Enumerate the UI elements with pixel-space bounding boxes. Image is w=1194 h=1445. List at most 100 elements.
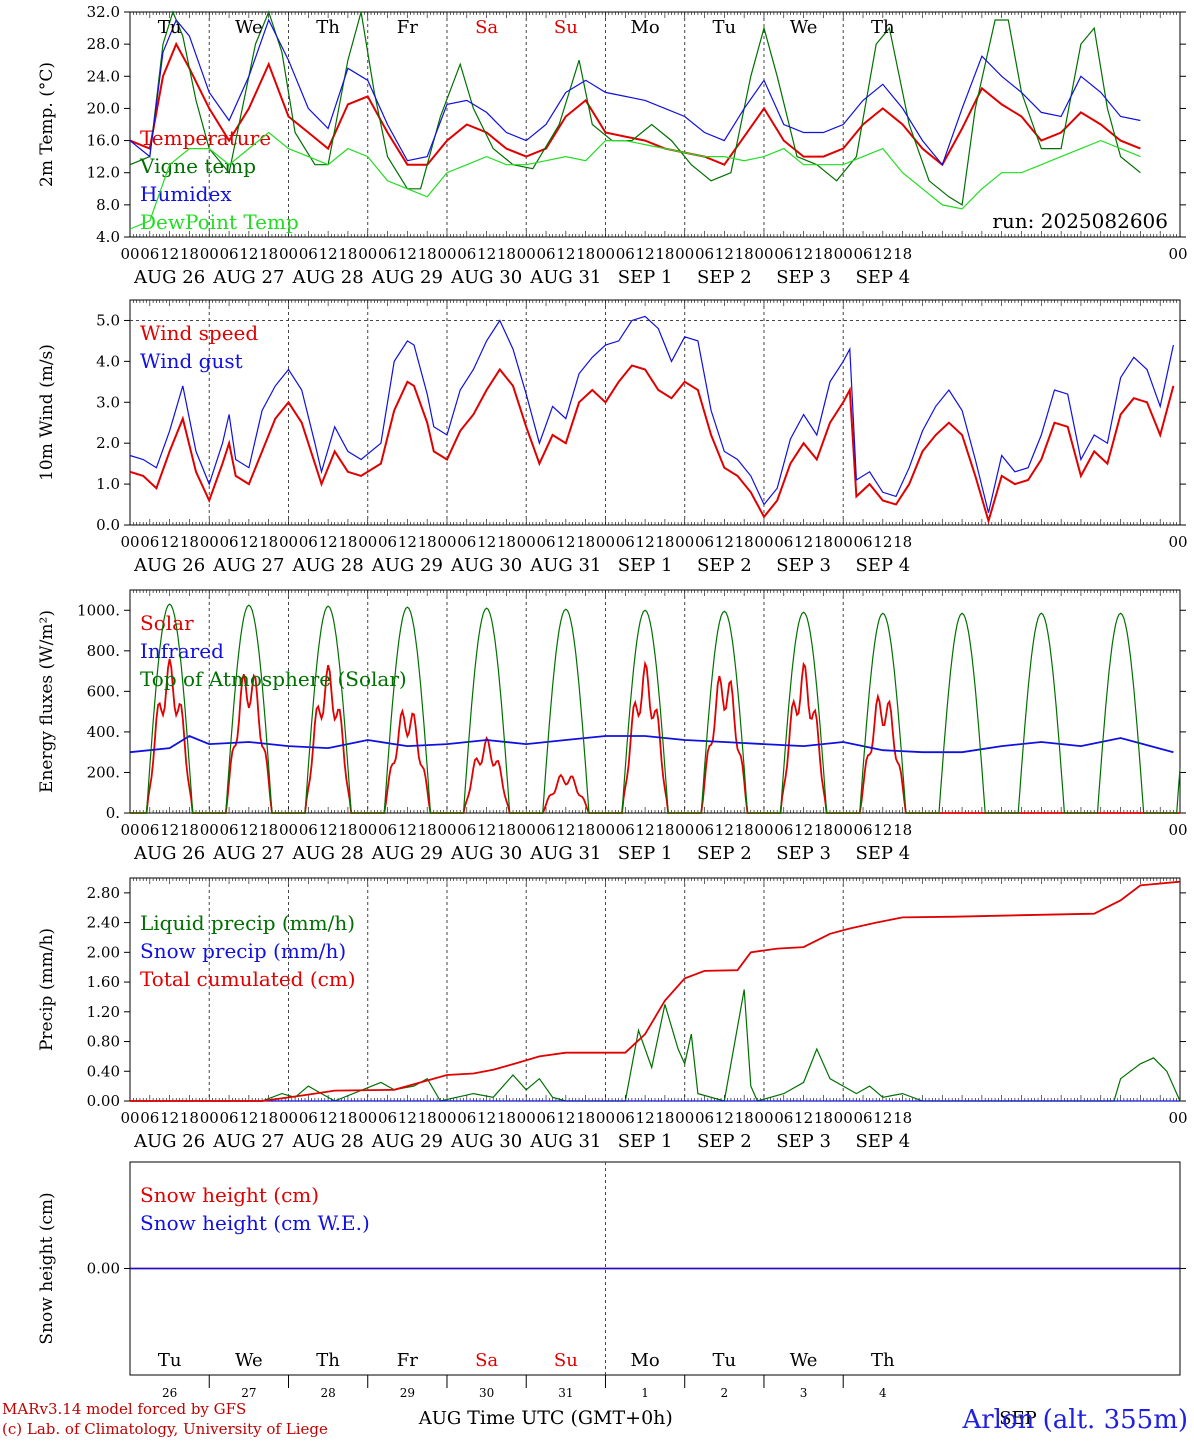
date-label: AUG 31 bbox=[529, 267, 601, 288]
hour-tick-label: 06 bbox=[536, 533, 555, 551]
hour-tick-label: 00 bbox=[200, 821, 219, 839]
panel-1: 4.0 8.0 12.0 16.0 20.0 24.0 28.0 32.0 2m Temp. (… bbox=[37, 3, 1188, 288]
hour-tick-label: 18 bbox=[497, 245, 516, 263]
weekday-label: Tu bbox=[158, 1350, 182, 1371]
hour-tick-label: 12 bbox=[398, 533, 417, 551]
hour-tick-label: 06 bbox=[774, 1109, 793, 1127]
legend-entry: Temperature bbox=[140, 126, 271, 150]
hour-tick-label: 18 bbox=[576, 1109, 595, 1127]
hour-tick-label: 18 bbox=[418, 1109, 437, 1127]
hour-tick-label: 00 bbox=[358, 245, 377, 263]
date-label: AUG 28 bbox=[292, 267, 364, 288]
legend-entry: Solar bbox=[140, 611, 194, 635]
date-label: AUG 29 bbox=[371, 1131, 443, 1152]
hour-tick-label: 06 bbox=[457, 821, 476, 839]
hour-tick-label: 06 bbox=[774, 821, 793, 839]
y-tick-label: 16.0 bbox=[87, 132, 120, 150]
hour-tick-label: 00 bbox=[120, 245, 139, 263]
weekday-label: Fr bbox=[397, 1350, 418, 1371]
location-label: Arlon (alt. 355m) bbox=[961, 1405, 1188, 1435]
legend-entry: Liquid precip (mm/h) bbox=[140, 911, 355, 935]
y-axis-label: 10m Wind (m/s) bbox=[37, 344, 57, 481]
y-tick-label: 1000. bbox=[77, 601, 120, 619]
hour-tick-label: 12 bbox=[794, 821, 813, 839]
hour-tick-label: 00 bbox=[596, 245, 615, 263]
date-label: SEP 3 bbox=[776, 555, 831, 576]
y-tick-label: 0.00 bbox=[87, 1092, 120, 1110]
hour-tick-label: 18 bbox=[497, 1109, 516, 1127]
hour-tick-label: 12 bbox=[477, 533, 496, 551]
hour-tick-label: 00 bbox=[596, 533, 615, 551]
date-label: AUG 27 bbox=[212, 267, 284, 288]
date-label: AUG 26 bbox=[133, 1131, 205, 1152]
date-label: AUG 29 bbox=[371, 555, 443, 576]
hour-tick-label: 12 bbox=[319, 533, 338, 551]
date-label: SEP 4 bbox=[855, 843, 910, 864]
hour-tick-label: 06 bbox=[695, 821, 714, 839]
hour-tick-label: 12 bbox=[398, 1109, 417, 1127]
date-label: AUG 31 bbox=[529, 843, 601, 864]
hour-tick-label: 18 bbox=[814, 533, 833, 551]
date-label: SEP 1 bbox=[618, 1131, 673, 1152]
y-tick-label: 24.0 bbox=[87, 67, 120, 85]
date-label: SEP 1 bbox=[618, 843, 673, 864]
day-number: 3 bbox=[800, 1386, 808, 1400]
day-number: 4 bbox=[879, 1386, 887, 1400]
date-label: AUG 28 bbox=[292, 555, 364, 576]
hour-tick-label: 06 bbox=[140, 245, 159, 263]
legend-entry: Wind speed bbox=[140, 321, 258, 345]
date-label: SEP 2 bbox=[697, 1131, 752, 1152]
day-number: 2 bbox=[721, 1386, 729, 1400]
date-label: AUG 26 bbox=[133, 267, 205, 288]
hour-tick-label: 18 bbox=[576, 533, 595, 551]
hour-tick-label: 00 bbox=[517, 821, 536, 839]
hour-tick-label: 00 bbox=[200, 245, 219, 263]
day-number: 27 bbox=[241, 1386, 256, 1400]
hour-tick-label: 06 bbox=[695, 245, 714, 263]
date-label: AUG 31 bbox=[529, 1131, 601, 1152]
day-number: 1 bbox=[641, 1386, 649, 1400]
hour-tick-label: 18 bbox=[814, 821, 833, 839]
hour-tick-label: 06 bbox=[853, 245, 872, 263]
hour-tick-label: 18 bbox=[893, 533, 912, 551]
hour-tick-label: 18 bbox=[180, 1109, 199, 1127]
hour-tick-label: 06 bbox=[140, 821, 159, 839]
panel-2: 0.0 1.0 2.0 3.0 4.0 5.0 10m Wind (m/s) Wind spe… bbox=[37, 299, 1188, 576]
hour-tick-label: 18 bbox=[418, 533, 437, 551]
hour-tick-label: 00 bbox=[754, 245, 773, 263]
date-label: SEP 2 bbox=[697, 267, 752, 288]
hour-tick-label: 18 bbox=[180, 245, 199, 263]
y-tick-label: 4.0 bbox=[96, 228, 120, 246]
y-axis-label: Snow height (cm) bbox=[37, 1192, 57, 1344]
date-label: AUG 28 bbox=[292, 843, 364, 864]
hour-tick-label: 18 bbox=[576, 245, 595, 263]
series-line-1 bbox=[129, 364, 1175, 525]
hour-tick-label: 06 bbox=[695, 533, 714, 551]
hour-tick-label: 12 bbox=[636, 821, 655, 839]
day-number: 29 bbox=[400, 1386, 415, 1400]
panel-4: 0.00 0.40 0.80 1.20 1.60 2.00 2.40 2.80 Precip (… bbox=[37, 877, 1188, 1152]
series-line-2 bbox=[129, 315, 1174, 513]
hour-tick-label: 00 bbox=[675, 533, 694, 551]
bottom-axis: 26 27 28 29 30 31 1 2 3 4 AUG SEP Time UTC (GMT+0h) M… bbox=[2, 1375, 1188, 1438]
y-tick-label: 0.0 bbox=[96, 516, 120, 534]
hour-tick-label: 12 bbox=[160, 533, 179, 551]
hour-tick-label-final: 00 bbox=[1168, 1109, 1187, 1127]
hour-tick-label: 18 bbox=[259, 1109, 278, 1127]
hour-tick-label: 06 bbox=[220, 821, 239, 839]
hour-tick-label: 12 bbox=[873, 821, 892, 839]
hour-tick-label: 06 bbox=[853, 1109, 872, 1127]
date-label: AUG 30 bbox=[450, 843, 522, 864]
date-label: AUG 28 bbox=[292, 1131, 364, 1152]
legend-entry: Snow height (cm W.E.) bbox=[140, 1211, 370, 1235]
hour-tick-label: 12 bbox=[160, 1109, 179, 1127]
hour-tick-label: 00 bbox=[834, 533, 853, 551]
legend-entry: Wind gust bbox=[140, 349, 243, 373]
hour-tick-label: 06 bbox=[616, 821, 635, 839]
month-label: SEP bbox=[999, 1408, 1037, 1429]
legend-entry: Snow precip (mm/h) bbox=[140, 939, 346, 963]
hour-tick-label: 00 bbox=[120, 533, 139, 551]
hour-tick-label: 12 bbox=[398, 245, 417, 263]
